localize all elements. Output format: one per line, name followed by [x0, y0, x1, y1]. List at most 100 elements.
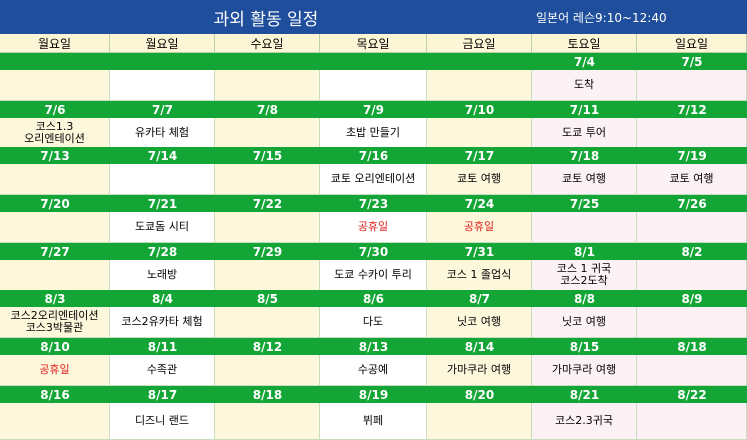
date-label: 8/22 [637, 386, 747, 403]
date-label [215, 53, 320, 70]
date-label: 8/17 [110, 386, 215, 403]
date-label: 8/11 [110, 338, 215, 355]
date-label: 8/7 [427, 290, 532, 307]
empty-event-cell [215, 70, 320, 101]
date-label: 7/5 [637, 53, 747, 70]
day-header: 월요일 [110, 34, 215, 53]
empty-event-cell [0, 403, 110, 440]
empty-event-cell [0, 164, 110, 195]
event-cell: 쿄토 여행 [637, 164, 747, 195]
date-label: 8/10 [0, 338, 110, 355]
date-label: 8/9 [637, 290, 747, 307]
date-label: 8/21 [532, 386, 637, 403]
date-label: 7/31 [427, 243, 532, 260]
date-label: 7/13 [0, 147, 110, 164]
event-cell: 코스 1 졸업식 [427, 260, 532, 291]
date-label: 8/20 [427, 386, 532, 403]
event-cell: 도쿄 투어 [532, 118, 637, 149]
empty-event-cell [637, 355, 747, 386]
empty-event-cell [215, 260, 320, 291]
date-label: 7/8 [215, 101, 320, 118]
empty-event-cell [637, 307, 747, 338]
empty-event-cell [0, 212, 110, 243]
empty-event-cell [215, 118, 320, 149]
date-label [0, 53, 110, 70]
date-label: 8/18 [637, 338, 747, 355]
empty-event-cell [0, 260, 110, 291]
day-header: 토요일 [532, 34, 637, 53]
date-label: 8/18 [215, 386, 320, 403]
date-label [427, 53, 532, 70]
event-cell: 유카타 체험 [110, 118, 215, 149]
event-cell: 수족관 [110, 355, 215, 386]
day-header: 월요일 [0, 34, 110, 53]
date-label [320, 53, 427, 70]
date-label: 8/3 [0, 290, 110, 307]
event-cell: 코스1.3 오리엔테이션 [0, 118, 110, 149]
event-cell: 도쿄돔 시티 [110, 212, 215, 243]
event-cell: 가마쿠라 여행 [532, 355, 637, 386]
date-label: 7/26 [637, 195, 747, 212]
date-label: 7/16 [320, 147, 427, 164]
date-label: 8/15 [532, 338, 637, 355]
event-cell: 코스2.3귀국 [532, 403, 637, 440]
event-cell: 코스2유카타 체험 [110, 307, 215, 338]
date-label: 7/17 [427, 147, 532, 164]
date-label: 7/22 [215, 195, 320, 212]
event-cell: 초밥 만들기 [320, 118, 427, 149]
date-label: 8/14 [427, 338, 532, 355]
event-cell: 코스 1 귀국 코스2도착 [532, 260, 637, 291]
page-title: 과외 활동 일정 [0, 0, 532, 34]
date-label: 7/11 [532, 101, 637, 118]
date-label: 7/20 [0, 195, 110, 212]
empty-event-cell [0, 70, 110, 101]
empty-event-cell [215, 307, 320, 338]
event-cell: 도쿄 수카이 투리 [320, 260, 427, 291]
empty-event-cell [637, 118, 747, 149]
date-label: 8/6 [320, 290, 427, 307]
date-label: 7/28 [110, 243, 215, 260]
date-label: 7/14 [110, 147, 215, 164]
empty-event-cell [110, 164, 215, 195]
event-cell: 공휴일 [0, 355, 110, 386]
date-label: 7/18 [532, 147, 637, 164]
day-header: 일요일 [637, 34, 747, 53]
empty-event-cell [427, 70, 532, 101]
date-label: 8/4 [110, 290, 215, 307]
date-label: 8/1 [532, 243, 637, 260]
event-cell: 쿄토 여행 [427, 164, 532, 195]
lesson-time-note: 일본어 레슨9:10~12:40 [532, 0, 747, 34]
date-label: 7/27 [0, 243, 110, 260]
date-label: 8/8 [532, 290, 637, 307]
date-label: 8/5 [215, 290, 320, 307]
empty-event-cell [427, 118, 532, 149]
event-cell: 공휴일 [427, 212, 532, 243]
event-cell: 수공예 [320, 355, 427, 386]
date-label: 7/15 [215, 147, 320, 164]
date-label: 7/9 [320, 101, 427, 118]
date-label: 7/4 [532, 53, 637, 70]
event-cell: 가마쿠라 여행 [427, 355, 532, 386]
empty-event-cell [637, 403, 747, 440]
event-cell: 쿄토 오리엔테이션 [320, 164, 427, 195]
empty-event-cell [637, 212, 747, 243]
empty-event-cell [215, 164, 320, 195]
date-label [110, 53, 215, 70]
date-label: 7/30 [320, 243, 427, 260]
event-cell: 도착 [532, 70, 637, 101]
day-header: 수요일 [215, 34, 320, 53]
date-label: 7/21 [110, 195, 215, 212]
day-header: 목요일 [320, 34, 427, 53]
event-cell: 디즈니 랜드 [110, 403, 215, 440]
empty-event-cell [427, 403, 532, 440]
event-cell: 노래방 [110, 260, 215, 291]
date-label: 8/16 [0, 386, 110, 403]
empty-event-cell [320, 70, 427, 101]
date-label: 8/2 [637, 243, 747, 260]
event-cell: 뷔페 [320, 403, 427, 440]
day-header: 금요일 [427, 34, 532, 53]
date-label: 7/29 [215, 243, 320, 260]
date-label: 7/23 [320, 195, 427, 212]
empty-event-cell [110, 70, 215, 101]
